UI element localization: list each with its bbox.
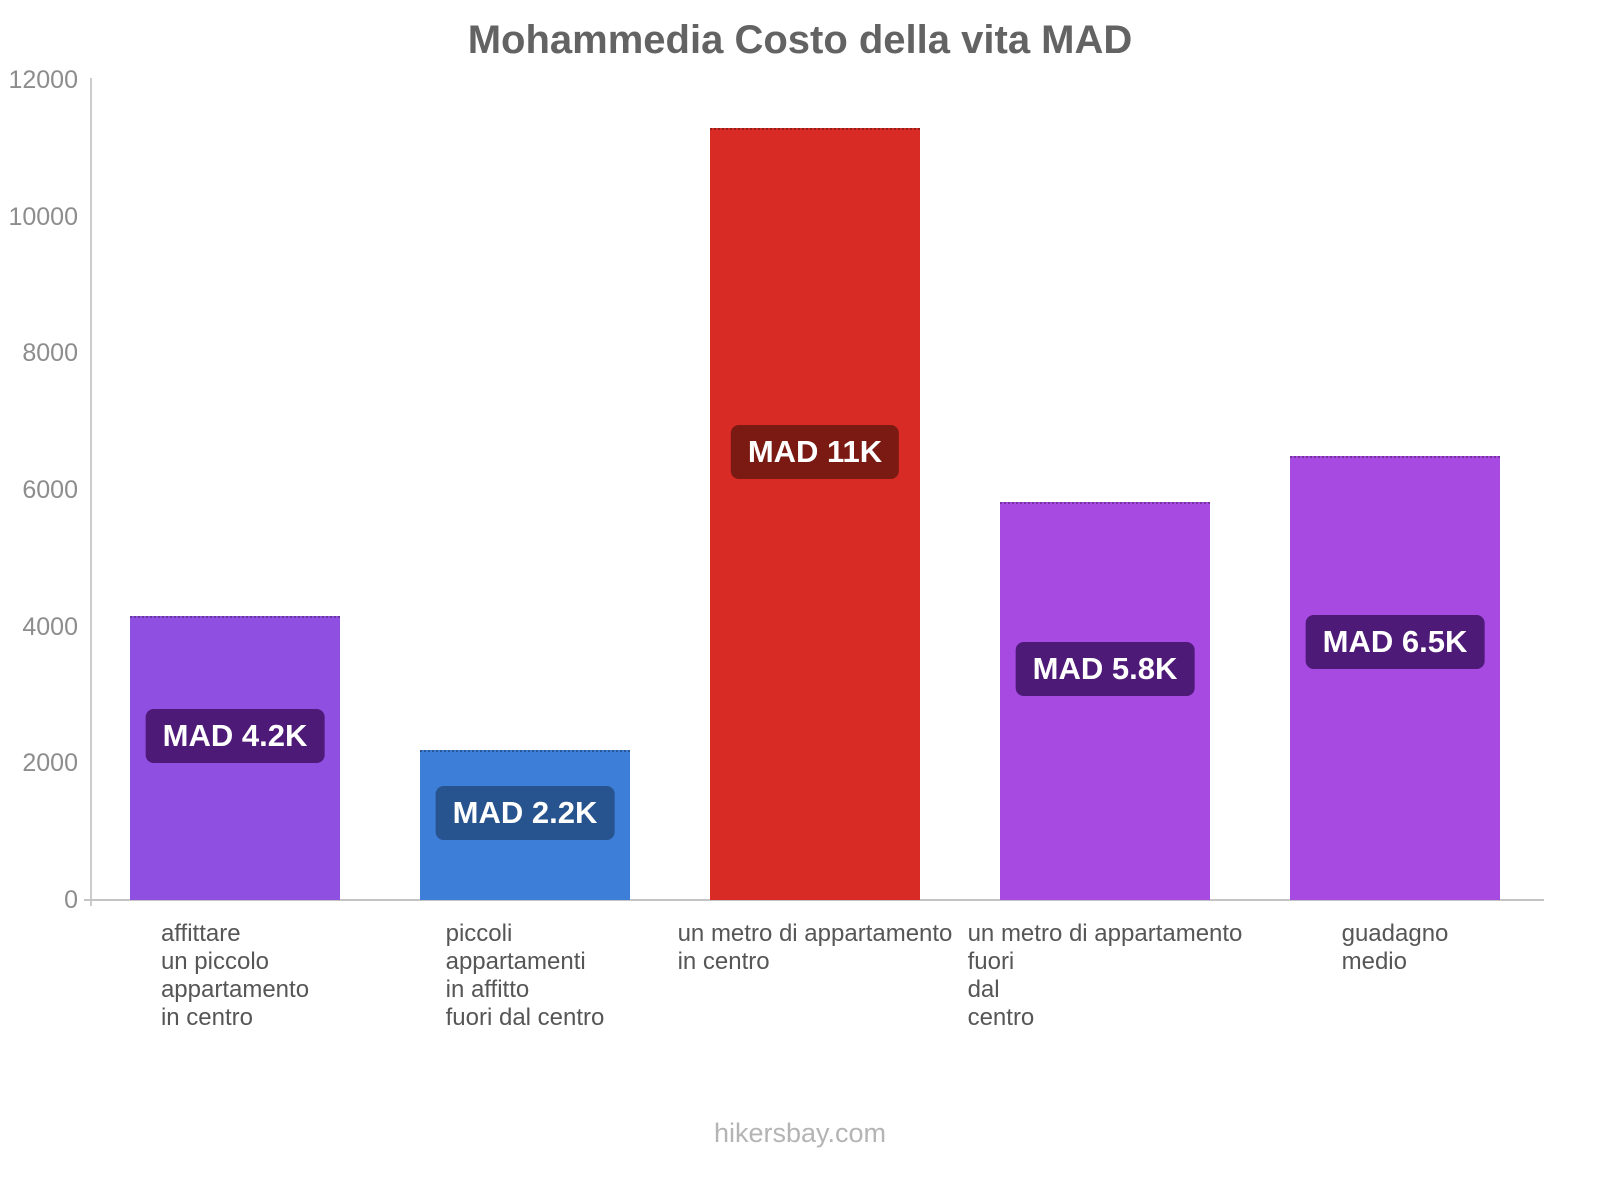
x-axis-labels: affittare un piccolo appartamento in centro… — [90, 920, 1540, 1032]
y-tick-label: 12000 — [8, 66, 78, 94]
x-category-slot: un metro di appartamento fuori dal centro — [960, 920, 1250, 1032]
x-category-slot: piccoli appartamenti in affitto fuori dal c… — [380, 920, 670, 1032]
y-tick-label: 2000 — [22, 749, 78, 778]
bar-4: MAD 6.5K — [1290, 455, 1500, 900]
y-tick-label: 10000 — [8, 202, 78, 231]
x-category-label: un metro di appartamento in centro — [677, 920, 953, 975]
x-category-slot: un metro di appartamento in centro — [670, 920, 960, 1032]
x-category-label: piccoli appartamenti in affitto fuori dal c… — [445, 920, 605, 1031]
y-tick-label: 8000 — [22, 339, 78, 368]
bar-value-label: MAD 6.5K — [1305, 615, 1485, 670]
footer-watermark: hikersbay.com — [713, 1118, 887, 1148]
x-axis-line — [84, 899, 1544, 901]
x-category-label: guadagno medio — [1341, 920, 1449, 975]
bar-1: MAD 2.2K — [420, 749, 630, 900]
x-category-label: un metro di appartamento fuori dal centro — [967, 920, 1243, 1031]
x-category-label: affittare un piccolo appartamento in centro — [160, 920, 310, 1031]
bar-3: MAD 5.8K — [1000, 501, 1210, 900]
plot-area: MAD 4.2K MAD 2.2K MAD 11K MAD 5.8K MAD 6.5K — [90, 80, 1540, 900]
x-category-slot: affittare un piccolo appartamento in centro — [90, 920, 380, 1032]
bar-value-label: MAD 11K — [730, 425, 900, 480]
y-tick-label: 6000 — [22, 476, 78, 504]
x-category-slot: guadagno medio — [1250, 920, 1540, 1032]
bar-value-label: MAD 5.8K — [1015, 641, 1195, 696]
bar-value-label: MAD 4.2K — [145, 708, 325, 763]
bar-2: MAD 11K — [710, 127, 920, 900]
bar-value-label: MAD 2.2K — [435, 785, 615, 840]
y-axis-line — [90, 78, 92, 906]
y-tick-label: 4000 — [22, 612, 78, 641]
bar-0: MAD 4.2K — [130, 616, 340, 900]
chart-title: Mohammedia Costo della vita MAD — [467, 18, 1133, 62]
y-tick-label: 0 — [64, 886, 78, 914]
